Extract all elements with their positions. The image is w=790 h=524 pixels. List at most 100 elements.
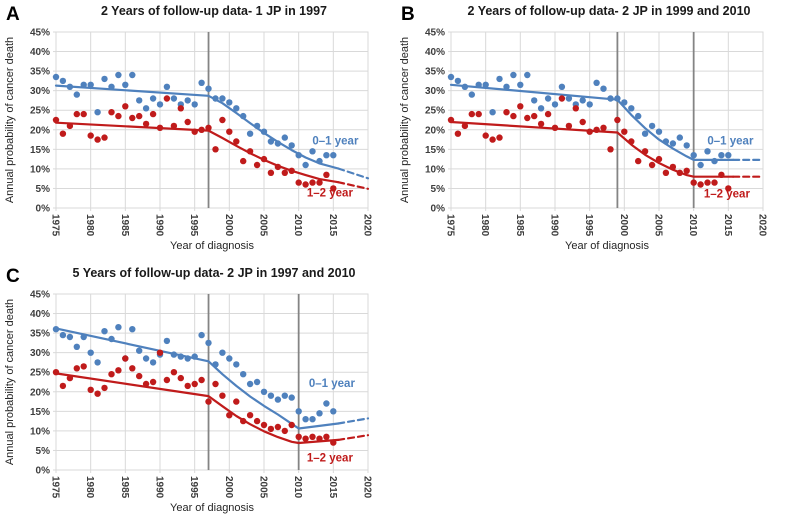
data-point bbox=[648, 122, 656, 130]
data-point bbox=[330, 152, 337, 159]
data-point bbox=[607, 146, 614, 153]
data-point bbox=[149, 378, 157, 386]
data-point bbox=[198, 126, 205, 133]
x-tick-label: 1985 bbox=[119, 214, 130, 237]
data-point bbox=[73, 91, 81, 98]
data-point bbox=[704, 179, 711, 186]
data-point bbox=[309, 433, 316, 440]
x-axis-title: Year of diagnosis bbox=[170, 502, 254, 514]
panel-letter: A bbox=[6, 4, 20, 25]
data-point bbox=[233, 398, 240, 405]
data-point bbox=[246, 148, 254, 155]
y-tick-label: 25% bbox=[425, 106, 445, 117]
data-point bbox=[544, 95, 552, 102]
data-point bbox=[621, 128, 628, 135]
y-tick-label: 35% bbox=[30, 67, 50, 78]
y-tick-label: 0% bbox=[36, 466, 51, 477]
data-point bbox=[233, 361, 240, 368]
data-point bbox=[454, 130, 462, 137]
data-point bbox=[468, 110, 475, 118]
data-point bbox=[267, 392, 275, 399]
y-tick-label: 30% bbox=[30, 348, 50, 359]
data-point bbox=[163, 376, 171, 384]
data-point bbox=[184, 97, 191, 104]
data-point bbox=[537, 120, 545, 128]
y-tick-label: 20% bbox=[425, 125, 445, 136]
data-point bbox=[94, 109, 101, 116]
data-point bbox=[240, 112, 247, 120]
data-point bbox=[170, 95, 178, 102]
data-point bbox=[191, 380, 198, 388]
data-point bbox=[711, 179, 718, 186]
data-point bbox=[316, 410, 323, 417]
x-tick-label: 2000 bbox=[618, 214, 629, 237]
x-tick-label: 1985 bbox=[514, 214, 525, 237]
y-tick-label: 10% bbox=[425, 164, 445, 175]
data-point bbox=[163, 95, 171, 102]
data-point bbox=[274, 423, 282, 431]
x-tick-label: 2020 bbox=[362, 214, 373, 237]
panel-c: C 5 Years of follow-up data- 2 JP in 199… bbox=[0, 262, 395, 524]
data-point bbox=[142, 105, 150, 112]
y-tick-label: 0% bbox=[36, 204, 51, 215]
data-point bbox=[156, 124, 164, 131]
data-point bbox=[59, 130, 67, 137]
data-point bbox=[281, 134, 288, 141]
data-point bbox=[517, 81, 524, 89]
chart-a-svg: A 2 Years of follow-up data- 1 JP in 199… bbox=[4, 4, 373, 252]
data-point bbox=[565, 122, 573, 130]
data-point bbox=[302, 161, 309, 169]
data-point bbox=[260, 421, 268, 429]
data-point bbox=[655, 155, 663, 163]
data-point bbox=[690, 152, 697, 159]
data-point bbox=[219, 95, 226, 102]
y-tick-label: 35% bbox=[30, 329, 50, 340]
data-point bbox=[52, 116, 60, 124]
data-point bbox=[240, 157, 247, 165]
data-point bbox=[614, 116, 621, 124]
data-point bbox=[579, 118, 586, 126]
data-point bbox=[558, 95, 566, 102]
data-point bbox=[697, 181, 704, 188]
data-point bbox=[635, 112, 642, 120]
data-point bbox=[191, 128, 198, 135]
data-point bbox=[461, 122, 469, 130]
data-point bbox=[454, 77, 462, 85]
trend-line-solid bbox=[449, 83, 735, 161]
data-point bbox=[267, 169, 275, 176]
trend-line-dashed bbox=[337, 417, 370, 425]
data-point bbox=[253, 122, 261, 130]
data-point bbox=[219, 349, 226, 356]
data-point bbox=[447, 73, 455, 81]
data-point bbox=[551, 101, 559, 108]
data-point bbox=[662, 169, 670, 176]
x-axis-title: Year of diagnosis bbox=[170, 240, 254, 252]
data-point bbox=[600, 85, 607, 92]
data-point bbox=[122, 355, 129, 362]
trend-line-solid bbox=[54, 372, 340, 445]
data-point bbox=[586, 101, 593, 108]
data-point bbox=[80, 363, 87, 370]
data-point bbox=[52, 326, 60, 333]
data-point bbox=[142, 120, 150, 128]
data-point bbox=[73, 110, 81, 118]
data-point bbox=[149, 95, 157, 102]
data-point bbox=[198, 79, 205, 87]
data-point bbox=[219, 392, 226, 399]
data-point bbox=[94, 390, 101, 397]
y-axis-title: Annual probability of cancer death bbox=[399, 37, 411, 203]
y-tick-label: 15% bbox=[30, 407, 50, 418]
y-tick-label: 25% bbox=[30, 106, 50, 117]
data-point bbox=[669, 163, 677, 171]
data-point bbox=[309, 179, 316, 186]
data-point bbox=[489, 109, 496, 116]
data-point bbox=[240, 417, 247, 425]
data-point bbox=[226, 128, 233, 135]
data-point bbox=[233, 138, 240, 145]
x-tick-label: 2000 bbox=[223, 214, 234, 237]
data-point bbox=[274, 396, 282, 403]
plot-area: 45% 40% 35% 30% 25% 20% 15% 10% 5% 0%1975 1980 1985… bbox=[30, 290, 373, 499]
data-point bbox=[170, 351, 178, 358]
data-point bbox=[108, 109, 115, 116]
